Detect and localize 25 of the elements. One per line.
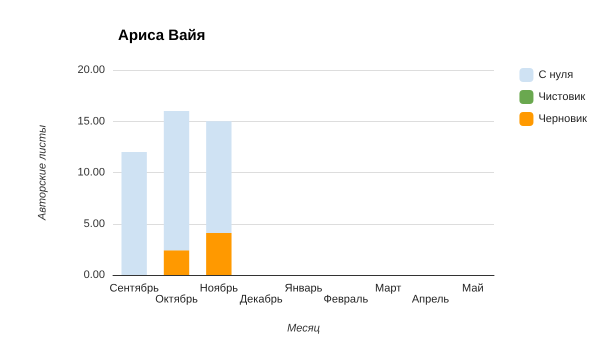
bar [121, 152, 147, 275]
legend-label: Чистовик [538, 91, 586, 103]
chart-title: Ариса Вайя [118, 27, 206, 44]
bar [164, 250, 190, 275]
x-tick-label: Февраль [323, 294, 368, 306]
x-tick-label: Май [462, 282, 484, 294]
y-tick-label: 15.00 [77, 115, 105, 128]
legend-label: С нуля [538, 69, 574, 81]
bar [206, 232, 232, 275]
y-tick-label: 0.00 [84, 269, 105, 281]
x-tick-label: Ноябрь [200, 282, 238, 294]
x-tick-label: Октябрь [155, 294, 198, 306]
x-tick-label: Сентябрь [110, 282, 160, 294]
x-tick-label: Январь [284, 282, 323, 294]
legend-label: Черновик [538, 113, 588, 125]
x-tick-label: Декабрь [240, 294, 283, 306]
bar [164, 111, 190, 250]
y-tick-label: 20.00 [77, 64, 105, 76]
y-tick-label: 10.00 [77, 166, 105, 178]
x-tick-label: Апрель [412, 294, 450, 306]
y-axis-title: Авторские листы [36, 124, 48, 222]
bar [206, 121, 232, 233]
x-tick-label: Март [375, 282, 402, 294]
x-axis-title: Месяц [287, 322, 320, 334]
y-tick-label: 5.00 [84, 218, 105, 230]
